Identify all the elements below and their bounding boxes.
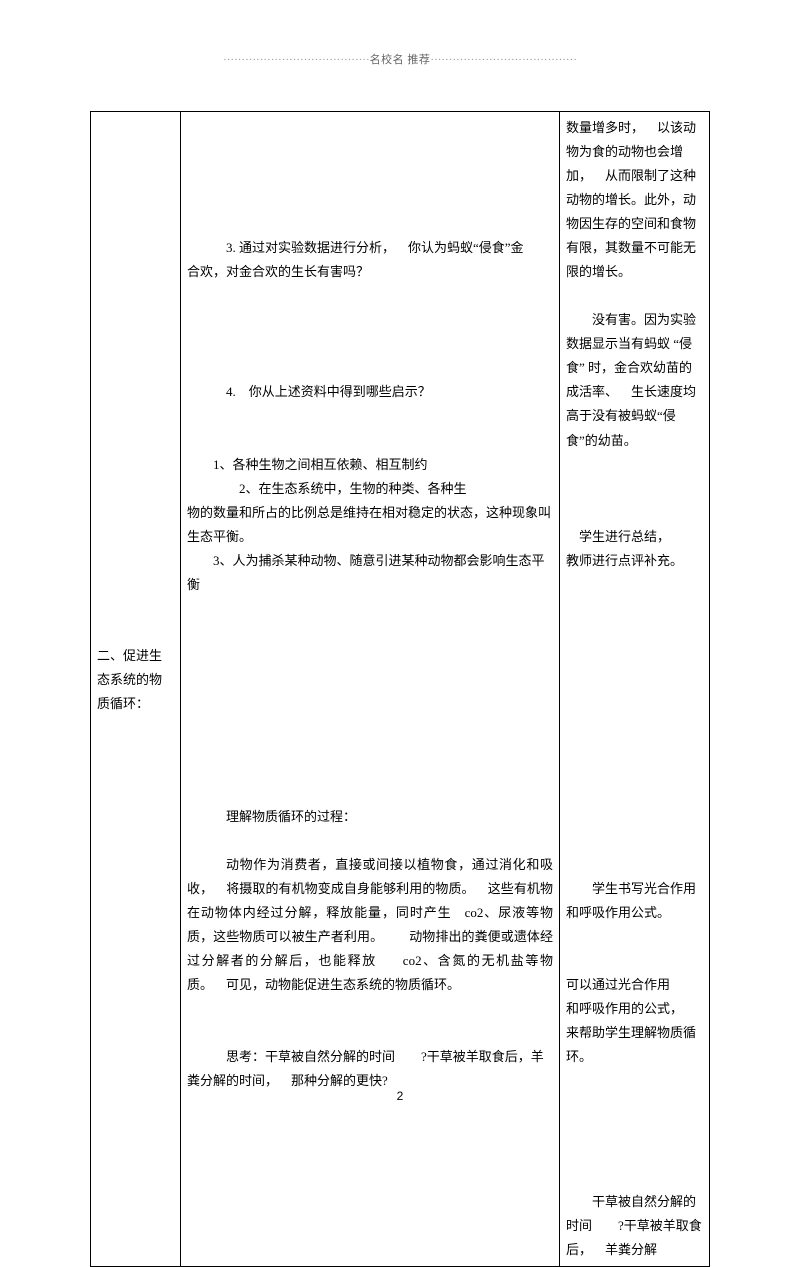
- answer-1: 1、各种生物之间相互依赖、相互制约: [187, 453, 553, 477]
- header-label-left: 名校名: [370, 54, 405, 66]
- answer-3: 3、人为捕杀某种动物、随意引进某种动物都会影响生态平衡: [187, 549, 553, 597]
- question-3-line1: 3. 通过对实验数据进行分析， 你认为蚂蚁“侵食”金: [187, 236, 553, 260]
- note-p6: 干草被自然分解的时间 ?干草被羊取食后， 羊粪分解: [566, 1190, 703, 1262]
- section2-paragraph: 动物作为消费者，直接或间接以植物食，通过消化和吸收， 将摄取的有机物变成自身能够…: [187, 853, 553, 997]
- question-4: 4. 你从上述资料中得到哪些启示？: [187, 380, 553, 404]
- page: ········································…: [0, 0, 800, 1133]
- header-label-right: 推荐: [407, 54, 430, 66]
- section2-heading: 理解物质循环的过程：: [187, 805, 553, 829]
- answer-2-line1: 2、在生态系统中，生物的种类、各种生: [187, 477, 553, 501]
- header-dots-right: ········································: [430, 54, 577, 66]
- section2-title: 二、促进生态系统的物质循环：: [97, 644, 174, 716]
- page-header: ········································…: [90, 50, 710, 71]
- question-3-line2: 合欢，对金合欢的生长有害吗？: [187, 260, 553, 284]
- note-p4: 学生书写光合作用和呼吸作用公式。: [566, 877, 703, 925]
- note-p5: 可以通过光合作用 和呼吸作用的公式， 来帮助学生理解物质循环。: [566, 973, 703, 1069]
- note-p3: 学生进行总结， 教师进行点评补充。: [566, 525, 703, 573]
- note-p2: 没有害。因为实验数据显示当有蚂蚁 “侵食” 时，金合欢幼苗的成活率、 生长速度均…: [566, 308, 703, 452]
- page-number: 2: [0, 1085, 800, 1108]
- answer-2-line2: 物的数量和所占的比例总是维持在相对稳定的状态，这种现象叫生态平衡。: [187, 501, 553, 549]
- header-dots-left: ········································: [223, 54, 370, 66]
- note-p1: 数量增多时， 以该动物为食的动物也会增加， 从而限制了这种动物的增长。此外，动物…: [566, 116, 703, 284]
